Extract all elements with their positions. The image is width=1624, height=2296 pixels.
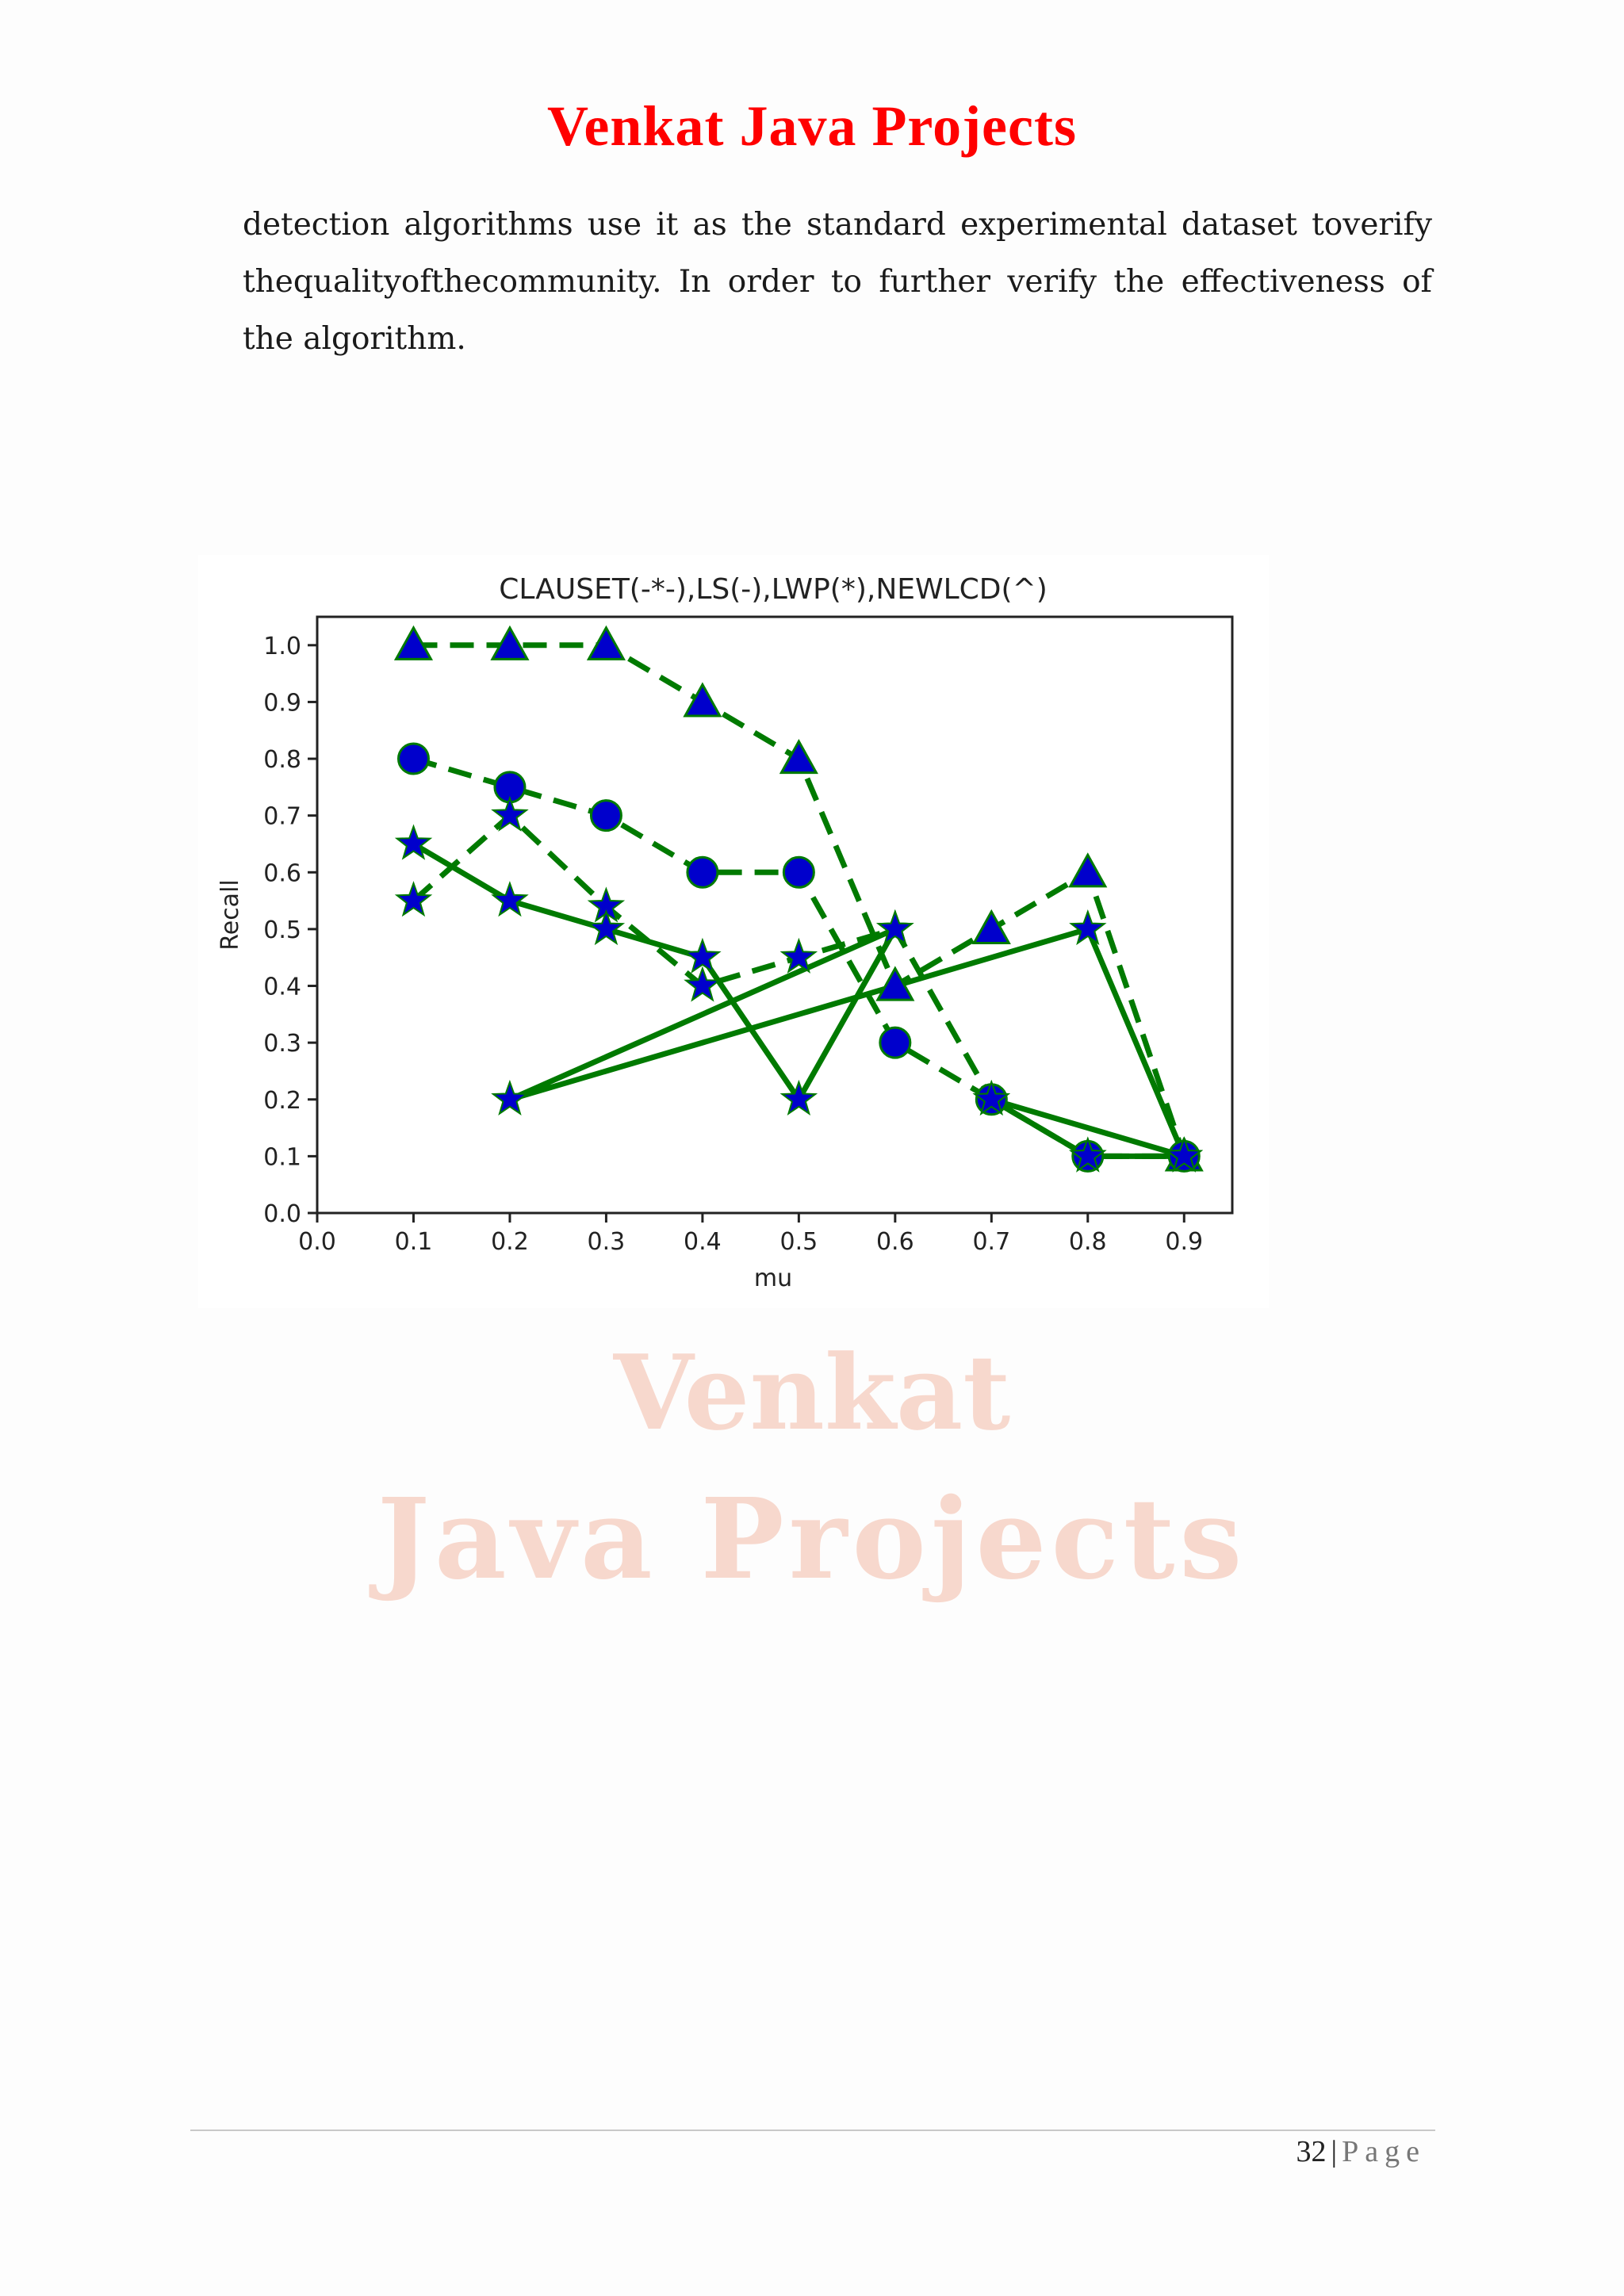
star-marker [1069,909,1107,946]
y-tick-label: 0.0 [263,1200,301,1228]
star-marker [491,1079,529,1115]
y-tick-label: 0.4 [263,974,301,1001]
watermark-line-2: Java Projects [377,1475,1247,1605]
star-marker [491,881,529,917]
y-axis-label: Recall [216,879,244,951]
star-marker [394,824,433,860]
star-marker [779,937,818,974]
x-tick-label: 0.5 [780,1228,818,1256]
y-tick-label: 1.0 [263,633,301,660]
x-axis-label: mu [754,1265,792,1292]
triangle-marker [683,682,722,718]
y-tick-label: 0.5 [263,916,301,944]
footer-divider [190,2130,1435,2131]
y-tick-label: 0.7 [263,803,301,831]
x-tick-label: 0.7 [972,1228,1010,1256]
y-tick-label: 0.1 [263,1143,301,1171]
y-tick-label: 0.9 [263,689,301,717]
star-marker [1165,1136,1204,1173]
y-tick-label: 0.3 [263,1030,301,1058]
footer-separator: | [1331,2135,1338,2168]
x-tick-label: 0.0 [298,1228,336,1256]
recall-chart-figure: CLAUSET(-*-),LS(-),LWP(*),NEWLCD(^) 0.0 0… [198,555,1269,1308]
page-label: Page [1342,2135,1426,2168]
circle-marker [589,799,622,832]
triangle-marker [779,738,818,775]
body-paragraph: detection algorithms use it as the stand… [243,207,1432,357]
star-marker [1069,1136,1107,1173]
star-marker [684,937,722,974]
triangle-marker [393,625,434,660]
circle-marker [879,1026,912,1059]
triangle-marker [1068,852,1108,888]
triangle-marker [875,966,915,1001]
triangle-marker [490,625,530,660]
circle-marker [396,742,430,775]
page-number: 32 [1296,2135,1327,2168]
star-marker [779,1079,818,1115]
watermark-line-1: Venkat [613,1332,1011,1453]
y-tick-label: 0.6 [263,859,301,887]
x-tick-label: 0.4 [684,1228,722,1256]
star-marker [587,909,626,946]
recall-chart: CLAUSET(-*-),LS(-),LWP(*),NEWLCD(^) 0.0 0… [198,555,1269,1308]
x-tick-label: 0.9 [1165,1228,1203,1256]
page-footer: 32 | Page [1297,2134,1426,2169]
star-marker [972,1079,1011,1115]
circle-marker [782,855,815,889]
x-tick-label: 0.8 [1069,1228,1107,1256]
plot-frame [316,615,1234,1215]
star-marker [491,795,529,832]
circle-marker [686,855,719,889]
x-tick-label: 0.6 [876,1228,914,1256]
star-marker [684,966,722,1002]
star-marker [394,881,433,917]
y-tick-label: 0.8 [263,746,301,774]
x-tick-label: 0.1 [395,1228,433,1256]
chart-title: CLAUSET(-*-),LS(-),LWP(*),NEWLCD(^) [499,573,1048,606]
y-tick-label: 0.2 [263,1087,301,1115]
triangle-marker [586,625,626,660]
x-tick-label: 0.2 [491,1228,529,1256]
triangle-marker [971,909,1011,945]
star-marker [876,909,914,946]
page-title: Venkat Java Projects [547,94,1077,158]
x-tick-label: 0.3 [588,1228,626,1256]
